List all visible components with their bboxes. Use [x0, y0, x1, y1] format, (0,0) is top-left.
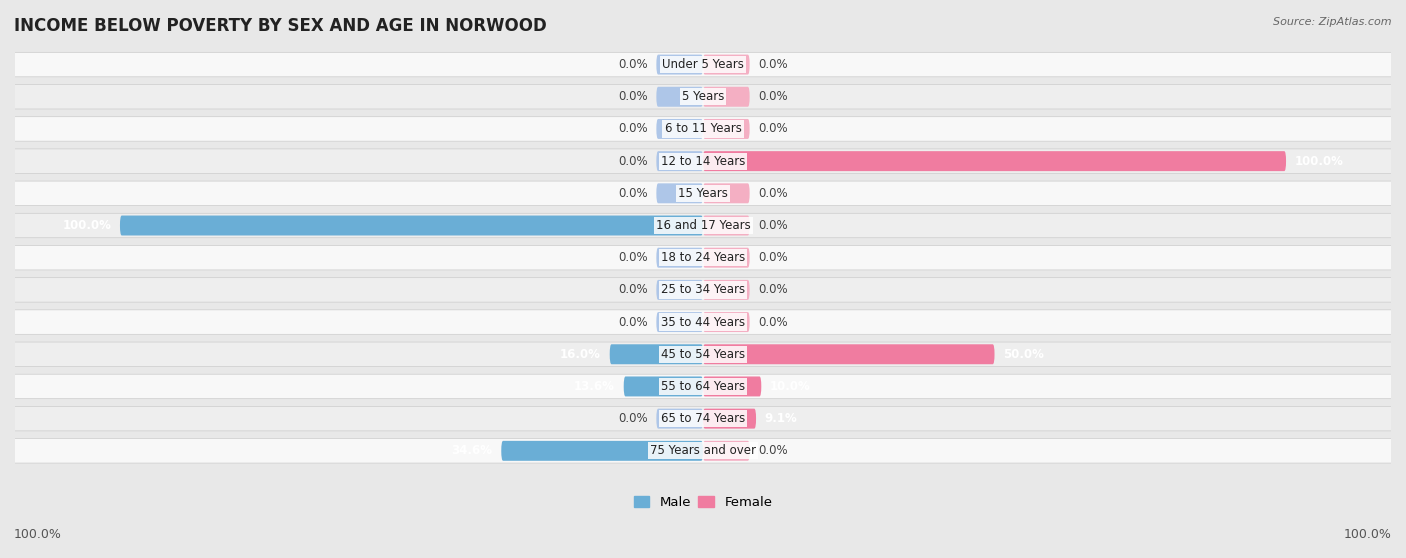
- FancyBboxPatch shape: [657, 55, 703, 75]
- FancyBboxPatch shape: [0, 246, 1406, 270]
- FancyBboxPatch shape: [703, 184, 749, 203]
- Text: 16 and 17 Years: 16 and 17 Years: [655, 219, 751, 232]
- Text: 12 to 14 Years: 12 to 14 Years: [661, 155, 745, 167]
- FancyBboxPatch shape: [0, 213, 1406, 238]
- FancyBboxPatch shape: [657, 280, 703, 300]
- FancyBboxPatch shape: [624, 377, 703, 396]
- Text: 45 to 54 Years: 45 to 54 Years: [661, 348, 745, 361]
- FancyBboxPatch shape: [703, 377, 761, 396]
- Text: 0.0%: 0.0%: [619, 155, 648, 167]
- FancyBboxPatch shape: [703, 280, 749, 300]
- Text: 75 Years and over: 75 Years and over: [650, 444, 756, 458]
- Text: 0.0%: 0.0%: [619, 122, 648, 136]
- FancyBboxPatch shape: [657, 87, 703, 107]
- Text: 0.0%: 0.0%: [758, 122, 787, 136]
- FancyBboxPatch shape: [0, 439, 1406, 463]
- Text: 0.0%: 0.0%: [758, 58, 787, 71]
- FancyBboxPatch shape: [703, 441, 749, 461]
- FancyBboxPatch shape: [0, 342, 1406, 367]
- Text: 0.0%: 0.0%: [619, 316, 648, 329]
- FancyBboxPatch shape: [703, 87, 749, 107]
- FancyBboxPatch shape: [657, 184, 703, 203]
- Text: 13.6%: 13.6%: [574, 380, 614, 393]
- Text: 0.0%: 0.0%: [758, 219, 787, 232]
- Text: 0.0%: 0.0%: [619, 58, 648, 71]
- Text: 15 Years: 15 Years: [678, 187, 728, 200]
- FancyBboxPatch shape: [703, 344, 994, 364]
- Text: 10.0%: 10.0%: [770, 380, 811, 393]
- FancyBboxPatch shape: [657, 119, 703, 139]
- Text: 0.0%: 0.0%: [758, 187, 787, 200]
- FancyBboxPatch shape: [703, 215, 749, 235]
- FancyBboxPatch shape: [0, 52, 1406, 77]
- FancyBboxPatch shape: [610, 344, 703, 364]
- FancyBboxPatch shape: [657, 248, 703, 268]
- Text: 0.0%: 0.0%: [619, 90, 648, 103]
- FancyBboxPatch shape: [0, 374, 1406, 398]
- Text: 100.0%: 100.0%: [1344, 528, 1392, 541]
- Text: 9.1%: 9.1%: [765, 412, 797, 425]
- Text: 0.0%: 0.0%: [758, 283, 787, 296]
- FancyBboxPatch shape: [0, 149, 1406, 174]
- FancyBboxPatch shape: [502, 441, 703, 461]
- Text: 65 to 74 Years: 65 to 74 Years: [661, 412, 745, 425]
- FancyBboxPatch shape: [657, 408, 703, 429]
- FancyBboxPatch shape: [0, 84, 1406, 109]
- Text: 25 to 34 Years: 25 to 34 Years: [661, 283, 745, 296]
- FancyBboxPatch shape: [0, 310, 1406, 334]
- FancyBboxPatch shape: [703, 408, 756, 429]
- FancyBboxPatch shape: [703, 312, 749, 332]
- Text: Source: ZipAtlas.com: Source: ZipAtlas.com: [1274, 17, 1392, 27]
- Text: 0.0%: 0.0%: [619, 187, 648, 200]
- Legend: Male, Female: Male, Female: [628, 490, 778, 514]
- Text: 55 to 64 Years: 55 to 64 Years: [661, 380, 745, 393]
- Text: INCOME BELOW POVERTY BY SEX AND AGE IN NORWOOD: INCOME BELOW POVERTY BY SEX AND AGE IN N…: [14, 17, 547, 35]
- FancyBboxPatch shape: [0, 117, 1406, 141]
- Text: 18 to 24 Years: 18 to 24 Years: [661, 251, 745, 264]
- Text: 0.0%: 0.0%: [619, 251, 648, 264]
- FancyBboxPatch shape: [657, 312, 703, 332]
- Text: 5 Years: 5 Years: [682, 90, 724, 103]
- Text: 0.0%: 0.0%: [758, 251, 787, 264]
- Text: 50.0%: 50.0%: [1004, 348, 1045, 361]
- FancyBboxPatch shape: [703, 55, 749, 75]
- Text: 100.0%: 100.0%: [14, 528, 62, 541]
- Text: 0.0%: 0.0%: [758, 90, 787, 103]
- Text: 34.6%: 34.6%: [451, 444, 492, 458]
- FancyBboxPatch shape: [0, 278, 1406, 302]
- Text: 16.0%: 16.0%: [560, 348, 600, 361]
- FancyBboxPatch shape: [0, 406, 1406, 431]
- Text: 100.0%: 100.0%: [1295, 155, 1344, 167]
- Text: 100.0%: 100.0%: [62, 219, 111, 232]
- FancyBboxPatch shape: [657, 151, 703, 171]
- Text: Under 5 Years: Under 5 Years: [662, 58, 744, 71]
- FancyBboxPatch shape: [703, 151, 1286, 171]
- FancyBboxPatch shape: [0, 181, 1406, 205]
- Text: 35 to 44 Years: 35 to 44 Years: [661, 316, 745, 329]
- Text: 0.0%: 0.0%: [619, 412, 648, 425]
- Text: 0.0%: 0.0%: [758, 316, 787, 329]
- Text: 6 to 11 Years: 6 to 11 Years: [665, 122, 741, 136]
- FancyBboxPatch shape: [120, 215, 703, 235]
- Text: 0.0%: 0.0%: [619, 283, 648, 296]
- Text: 0.0%: 0.0%: [758, 444, 787, 458]
- FancyBboxPatch shape: [703, 248, 749, 268]
- FancyBboxPatch shape: [703, 119, 749, 139]
